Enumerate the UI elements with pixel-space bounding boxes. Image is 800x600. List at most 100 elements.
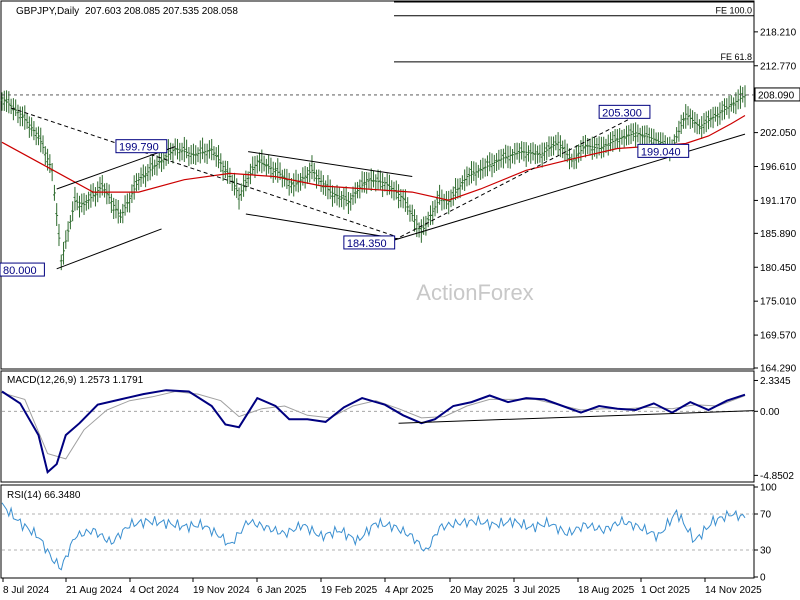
- price-bar: [78, 195, 81, 218]
- price-bar: [187, 147, 191, 167]
- price-bar: [219, 153, 223, 173]
- price-bar: [21, 106, 24, 127]
- price-bar: [258, 152, 261, 172]
- date-tick-label: 4 Oct 2024: [130, 585, 179, 596]
- price-bar: [467, 167, 471, 186]
- price-bar: [130, 184, 134, 203]
- price-bar: [736, 89, 740, 110]
- price-y-tick-label: 218.210: [760, 27, 797, 38]
- price-bar: [367, 172, 371, 189]
- price-bar: [121, 203, 125, 224]
- fib-level-label: FE 61.8: [720, 52, 752, 62]
- price-bar: [388, 174, 391, 195]
- price-bar: [306, 167, 309, 184]
- axis-layer: 218.210 212.770 202.050 196.610 191.170 185.8…: [2, 27, 800, 596]
- macd-trend-line: [398, 410, 755, 424]
- price-annotation: 199.040: [637, 143, 690, 158]
- price-bar: [552, 136, 555, 156]
- date-tick-label: 19 Nov 2024: [193, 585, 250, 596]
- price-bar: [385, 173, 389, 196]
- price-bar: [321, 175, 325, 195]
- price-y-tick-label: 185.890: [760, 229, 797, 240]
- price-bar: [524, 142, 528, 167]
- price-bar: [14, 99, 18, 117]
- price-bar: [620, 129, 624, 145]
- price-bar: [369, 168, 373, 192]
- svg-text:80.000: 80.000: [3, 265, 37, 277]
- price-bar: [103, 183, 106, 198]
- svg-text:199.790: 199.790: [119, 142, 159, 154]
- price-bar: [465, 166, 469, 187]
- price-bar: [310, 155, 314, 180]
- price-bar: [609, 132, 612, 152]
- price-bar: [237, 187, 241, 210]
- price-bar: [679, 114, 683, 135]
- price-bar: [627, 125, 631, 145]
- price-annotation: 184.350: [343, 235, 396, 250]
- price-bar: [203, 143, 207, 163]
- rsi-y-tick-label: 30: [760, 546, 772, 557]
- price-annotation: 199.790: [115, 139, 168, 154]
- svg-text:184.350: 184.350: [347, 238, 387, 250]
- price-bar: [144, 166, 147, 188]
- macd-line: [1, 389, 746, 474]
- price-bar: [98, 176, 102, 198]
- price-bar: [82, 193, 86, 215]
- price-bar: [702, 112, 706, 134]
- price-bar: [201, 137, 204, 160]
- price-bar: [337, 186, 341, 208]
- price-bar: [356, 181, 359, 199]
- price-bar: [155, 155, 159, 176]
- price-bar: [66, 221, 70, 242]
- price-bar: [112, 197, 116, 220]
- price-bar: [433, 199, 437, 217]
- price-bar: [634, 122, 638, 147]
- price-bar: [208, 140, 211, 159]
- price-bar: [456, 178, 460, 199]
- price-bar: [267, 154, 271, 174]
- price-bar: [255, 155, 259, 174]
- price-bar: [335, 184, 339, 206]
- price-bar: [506, 145, 510, 169]
- price-bar: [419, 219, 423, 243]
- price-bar: [347, 192, 350, 214]
- price-bar: [217, 145, 220, 169]
- price-bar: [171, 143, 175, 164]
- price-bar: [691, 110, 694, 128]
- price-bar: [196, 147, 200, 163]
- price-bar: [641, 125, 644, 145]
- price-bar: [342, 187, 346, 210]
- price-bar: [107, 184, 111, 205]
- svg-text:205.300: 205.300: [602, 107, 642, 119]
- flag-upper-line: [248, 151, 413, 178]
- price-y-tick-label: 180.450: [760, 263, 797, 274]
- price-title: GBPJPY,Daily: [16, 6, 79, 17]
- price-bar: [319, 170, 323, 192]
- price-bar: [57, 223, 61, 247]
- price-bar: [723, 98, 726, 120]
- date-tick-label: 8 Jul 2024: [3, 585, 50, 596]
- rsi-panel-frame: [0, 484, 755, 579]
- price-bar: [180, 142, 184, 161]
- date-tick-label: 1 Oct 2025: [641, 585, 690, 596]
- price-bar: [32, 121, 36, 141]
- price-bar: [422, 216, 426, 235]
- channel-lower-line: [56, 228, 162, 270]
- rsi-title: RSI(14) 66.3480: [7, 490, 81, 501]
- price-bar: [536, 145, 539, 164]
- price-bar: [290, 178, 293, 194]
- price-bar: [34, 127, 38, 146]
- price-bar: [476, 164, 480, 178]
- price-bar: [80, 193, 84, 213]
- price-bar: [602, 136, 606, 158]
- price-bar: [606, 134, 610, 156]
- price-bar: [545, 142, 549, 161]
- fib-level-label: FE 61.8: [720, 0, 752, 2]
- price-bar: [351, 186, 355, 205]
- price-bar: [16, 104, 20, 124]
- price-bar: [381, 173, 385, 198]
- macd-title: MACD(12,26,9) 1.2573 1.1791: [7, 375, 144, 386]
- price-bar: [631, 123, 635, 142]
- rsi-y-tick-label: 0: [760, 573, 766, 584]
